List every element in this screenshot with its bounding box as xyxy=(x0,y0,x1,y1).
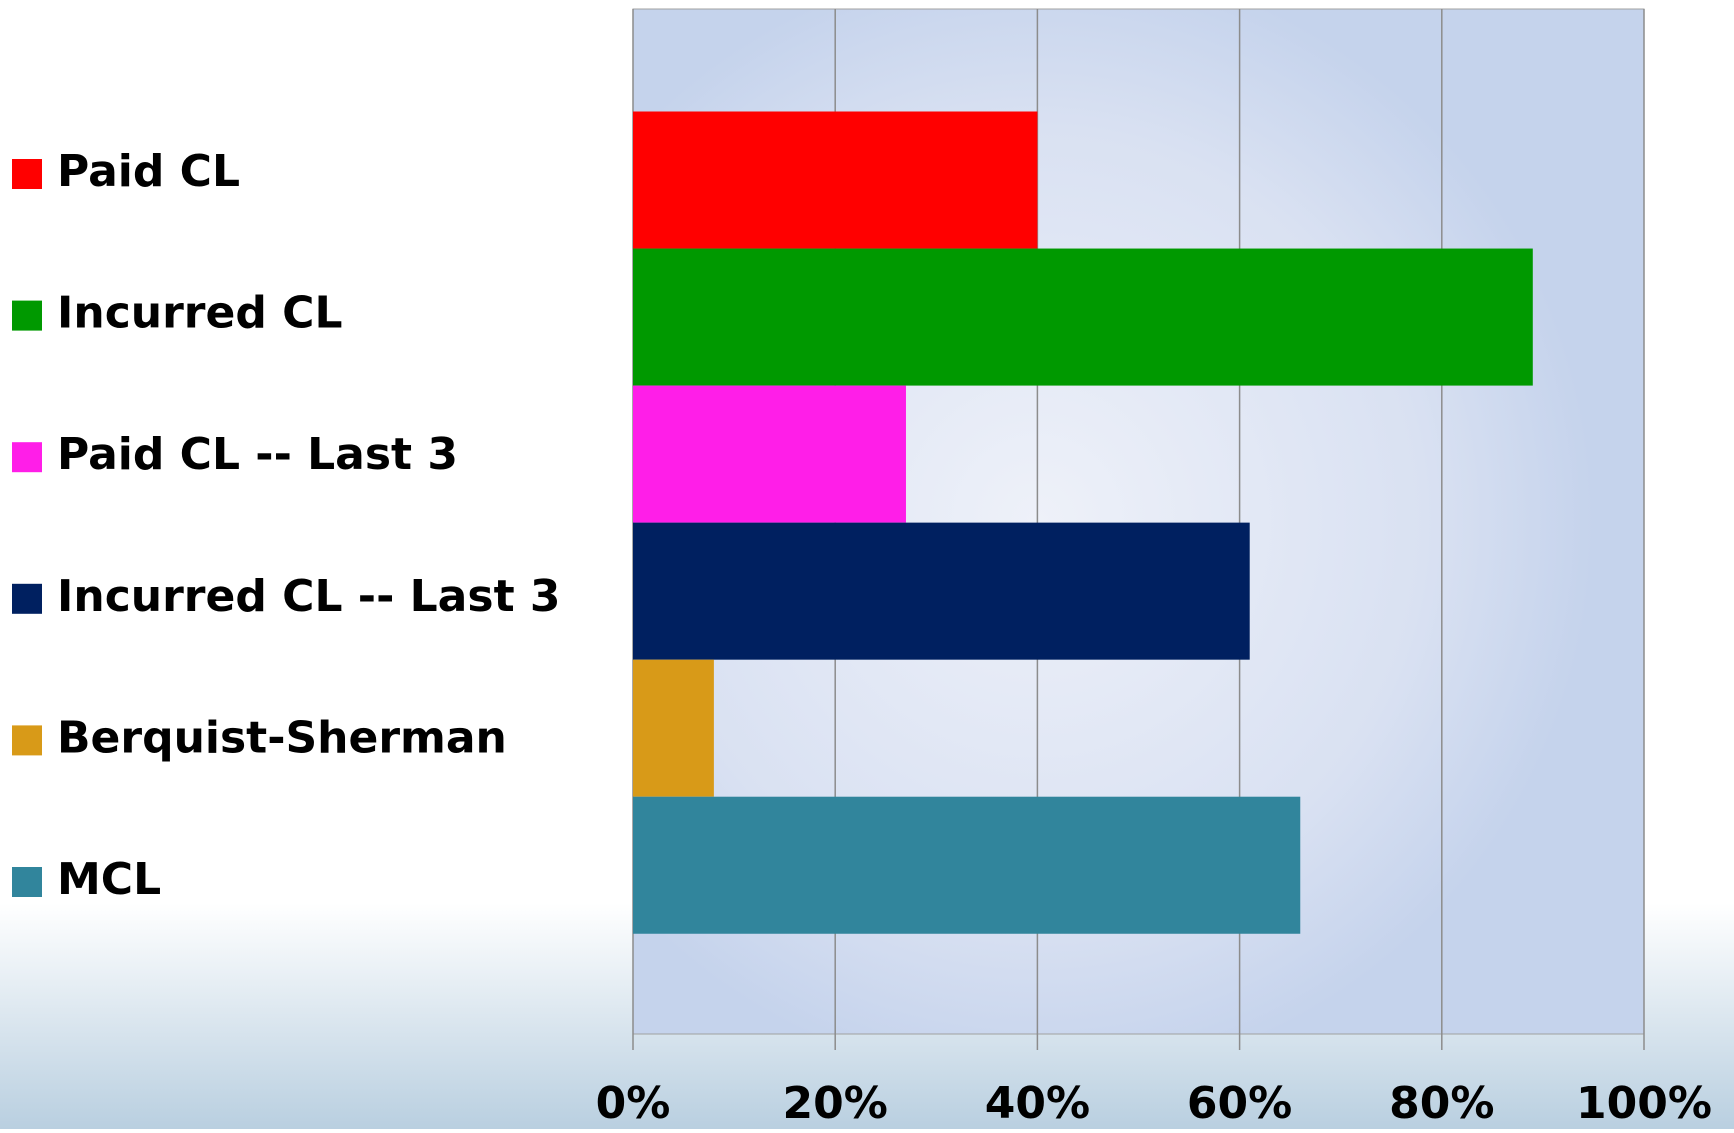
x-tick-label: 40% xyxy=(985,1078,1090,1129)
legend-label: Incurred CL -- Last 3 xyxy=(57,571,561,622)
legend-label: Berquist-Sherman xyxy=(57,712,507,763)
x-tick-label: 100% xyxy=(1576,1078,1712,1129)
legend-label: MCL xyxy=(57,854,161,905)
legend-label: Paid CL -- Last 3 xyxy=(57,429,458,480)
legend-swatch xyxy=(12,725,42,756)
bar xyxy=(633,796,1301,934)
bar xyxy=(633,522,1250,660)
bar xyxy=(633,248,1533,386)
x-tick-label: 60% xyxy=(1187,1078,1292,1129)
bar xyxy=(633,659,714,797)
legend-swatch xyxy=(12,442,42,473)
legend-swatch xyxy=(12,867,42,897)
x-tick-label: 0% xyxy=(596,1078,671,1129)
bar xyxy=(633,385,906,523)
legend-label: Incurred CL xyxy=(57,288,342,339)
legend-label: Paid CL xyxy=(57,146,240,197)
legend-swatch xyxy=(12,583,42,614)
bar xyxy=(633,111,1038,249)
legend-swatch xyxy=(12,300,42,331)
x-tick-label: 20% xyxy=(783,1078,888,1129)
legend-swatch xyxy=(12,159,42,189)
x-tick-label: 80% xyxy=(1389,1078,1494,1129)
